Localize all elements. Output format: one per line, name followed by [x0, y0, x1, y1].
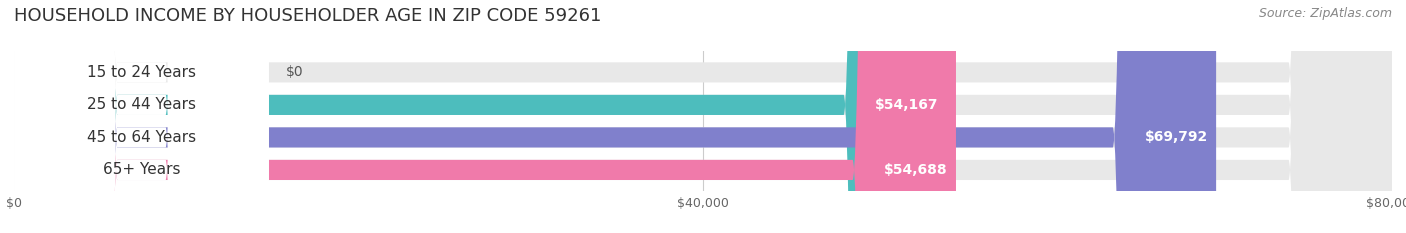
- FancyBboxPatch shape: [14, 0, 1392, 233]
- Text: $54,688: $54,688: [884, 163, 948, 177]
- Text: HOUSEHOLD INCOME BY HOUSEHOLDER AGE IN ZIP CODE 59261: HOUSEHOLD INCOME BY HOUSEHOLDER AGE IN Z…: [14, 7, 602, 25]
- FancyBboxPatch shape: [14, 0, 1392, 233]
- FancyBboxPatch shape: [14, 0, 948, 233]
- FancyBboxPatch shape: [14, 0, 1392, 233]
- Text: 15 to 24 Years: 15 to 24 Years: [87, 65, 195, 80]
- Text: 25 to 44 Years: 25 to 44 Years: [87, 97, 195, 112]
- FancyBboxPatch shape: [14, 0, 269, 233]
- FancyBboxPatch shape: [14, 0, 269, 233]
- FancyBboxPatch shape: [14, 0, 1216, 233]
- FancyBboxPatch shape: [14, 0, 269, 233]
- Text: 65+ Years: 65+ Years: [103, 162, 180, 177]
- FancyBboxPatch shape: [14, 0, 1392, 233]
- Text: Source: ZipAtlas.com: Source: ZipAtlas.com: [1258, 7, 1392, 20]
- Text: $69,792: $69,792: [1144, 130, 1208, 144]
- Text: $0: $0: [285, 65, 304, 79]
- Text: 45 to 64 Years: 45 to 64 Years: [87, 130, 195, 145]
- FancyBboxPatch shape: [14, 0, 956, 233]
- FancyBboxPatch shape: [14, 0, 269, 233]
- Text: $54,167: $54,167: [876, 98, 939, 112]
